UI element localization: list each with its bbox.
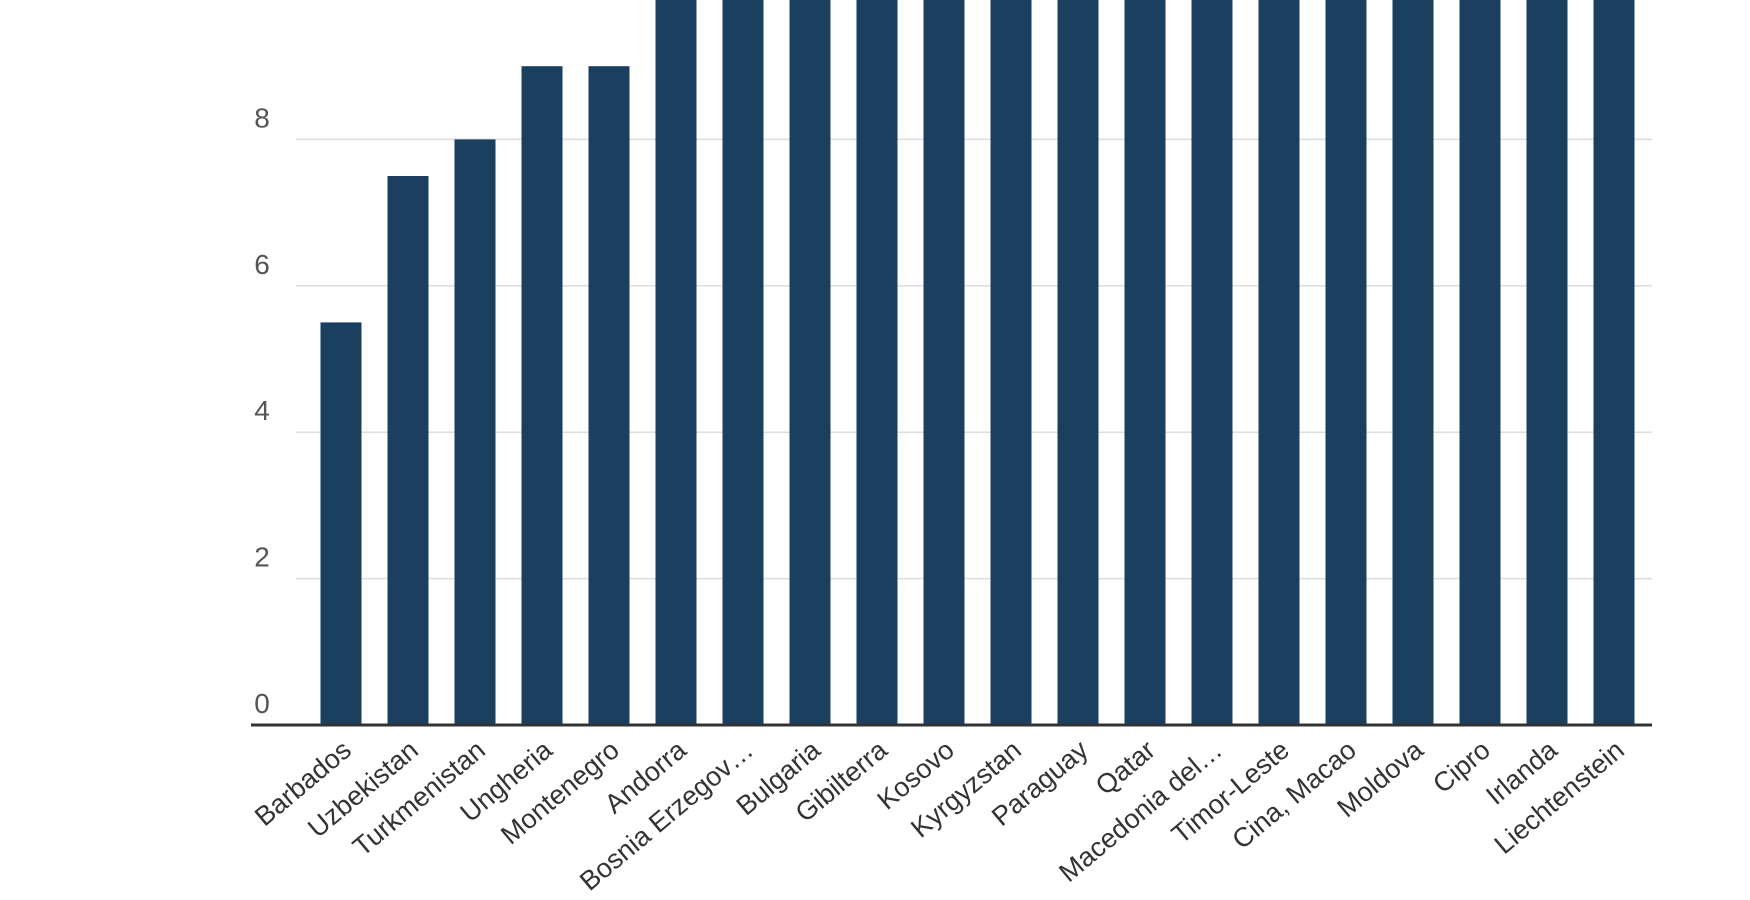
y-tick-label: 8 <box>254 102 270 133</box>
bar <box>588 66 630 725</box>
bar <box>655 0 697 725</box>
bar <box>856 0 898 725</box>
bar <box>1325 0 1367 725</box>
bar <box>387 176 429 725</box>
bar <box>521 66 563 725</box>
bar <box>722 0 764 725</box>
y-tick-label: 2 <box>254 542 270 573</box>
bar <box>923 0 965 725</box>
bar <box>454 139 496 725</box>
bar <box>1124 0 1166 725</box>
bar <box>990 0 1032 725</box>
bar <box>1057 0 1099 725</box>
bar <box>789 0 831 725</box>
bar <box>1392 0 1434 725</box>
y-tick-label: 0 <box>254 688 270 719</box>
bar <box>320 322 362 725</box>
bar <box>1459 0 1501 725</box>
bar <box>1526 0 1568 725</box>
bar <box>1258 0 1300 725</box>
y-tick-label: 6 <box>254 249 270 280</box>
bar <box>1191 0 1233 725</box>
bar <box>1593 0 1635 725</box>
y-tick-label: 4 <box>254 395 270 426</box>
